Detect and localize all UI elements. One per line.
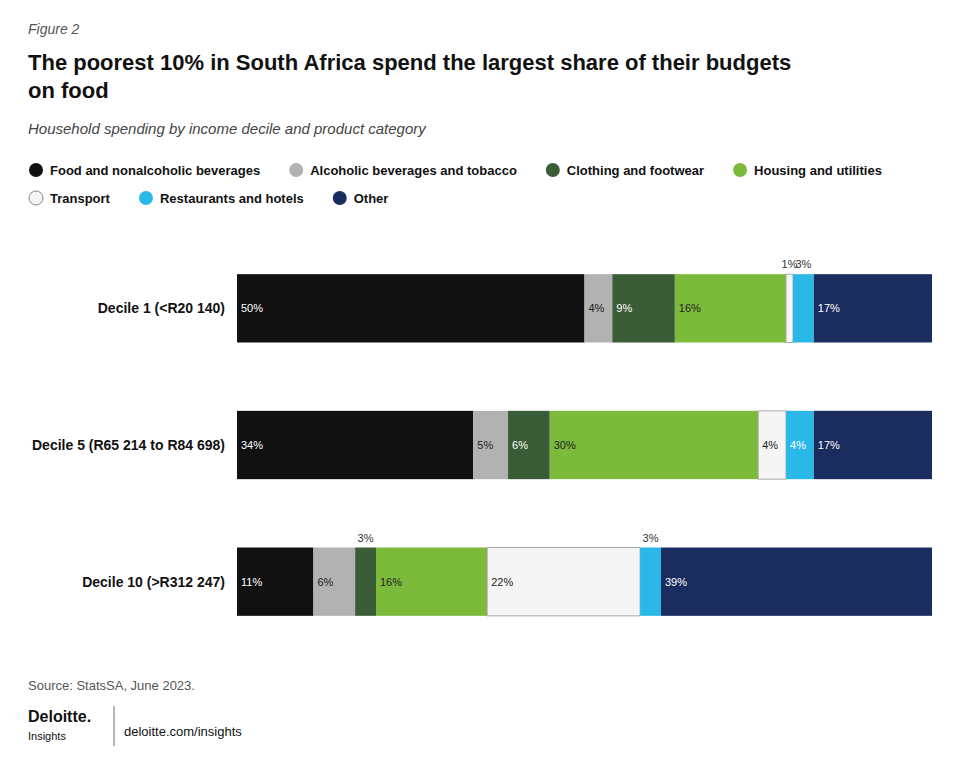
data-label: 3% [358,532,374,544]
legend-swatch [29,163,43,177]
legend-swatch [546,163,560,177]
data-labels: 50%4%9%16%1%3%17%34%5%6%30%4%4%17%11%6%3… [241,258,840,588]
bar-segment [675,274,786,342]
data-label: 3% [795,258,811,270]
source: Source: StatsSA, June 2023. [28,678,195,693]
footer-logo: Deloitte. [28,708,91,725]
bar-segment [793,274,814,342]
legend-label: Food and nonalcoholic beverages [50,163,260,178]
category-labels: Decile 1 (<R20 140) Decile 5 (R65 214 to … [32,300,225,589]
bar-segment [473,411,508,479]
data-label: 34% [241,439,263,451]
subtitle: Household spending by income decile and … [28,120,427,137]
legend-label: Clothing and footwear [567,163,704,178]
legend-label: Housing and utilities [754,163,882,178]
legend-label: Other [354,191,389,206]
data-label: 3% [643,532,659,544]
bar-segment [814,274,932,342]
data-label: 30% [554,439,576,451]
data-label: 16% [679,302,701,314]
bar-segment [786,274,793,342]
bar-segment [814,411,932,479]
bar-segment [237,548,313,616]
data-label: 4% [589,302,605,314]
data-label: 16% [380,576,402,588]
data-label: 39% [665,576,687,588]
legend-item: Transport [29,191,111,206]
data-label: 6% [512,439,528,451]
bar-segment [313,548,355,616]
legend-swatch [733,163,747,177]
legend-item: Food and nonalcoholic beverages [29,163,260,178]
legend-label: Transport [50,191,111,206]
footer-url: deloitte.com/insights [124,724,242,739]
legend-label: Restaurants and hotels [160,191,304,206]
bar-segment [786,411,814,479]
legend-swatch [289,163,303,177]
legend-label: Alcoholic beverages and tobacco [310,163,517,178]
data-label: 11% [241,576,262,588]
legend-item: Clothing and footwear [546,163,704,178]
bar-segment [237,274,585,342]
bar-segment [640,548,661,616]
data-label: 17% [818,302,840,314]
chart: Figure 2 The poorest 10% in South Africa … [0,0,960,761]
bar-segment [355,548,376,616]
data-label: 6% [317,576,333,588]
data-label: 17% [818,439,840,451]
bar-segment [585,274,613,342]
data-label: 4% [762,439,778,451]
bar-segment [550,411,759,479]
bar-segment [612,274,675,342]
footer-separator [113,706,114,746]
legend-item: Alcoholic beverages and tobacco [289,163,517,178]
bar-segment [376,548,487,616]
legend-swatch [29,191,43,205]
legend-item: Housing and utilities [733,163,882,178]
category-label: Decile 10 (>R312 247) [82,574,225,590]
bar-segment [758,411,786,479]
legend: Food and nonalcoholic beverages Alcoholic… [29,163,882,206]
legend-item: Restaurants and hotels [139,191,304,206]
figure-label: Figure 2 [28,21,80,37]
bar-segment [487,548,640,616]
data-label: 4% [790,439,806,451]
category-label: Decile 1 (<R20 140) [98,300,225,316]
data-label: 50% [241,302,263,314]
bar-segment [237,411,473,479]
data-label: 5% [477,439,493,451]
category-label: Decile 5 (R65 214 to R84 698) [32,437,225,453]
legend-swatch [139,191,153,205]
title: The poorest 10% in South Africa spend th… [28,50,791,103]
data-label: 9% [616,302,632,314]
legend-item: Other [333,191,389,206]
footer-logo-sub: Insights [28,730,66,742]
bar-segment [508,411,550,479]
bar-segment [661,548,932,616]
legend-swatch [333,191,347,205]
data-label: 22% [491,576,513,588]
bars [237,274,932,616]
